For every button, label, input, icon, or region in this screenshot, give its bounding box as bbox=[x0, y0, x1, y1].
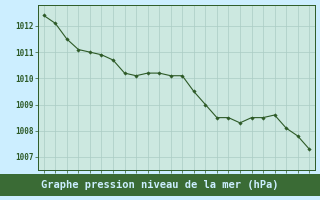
Text: Graphe pression niveau de la mer (hPa): Graphe pression niveau de la mer (hPa) bbox=[41, 180, 279, 190]
